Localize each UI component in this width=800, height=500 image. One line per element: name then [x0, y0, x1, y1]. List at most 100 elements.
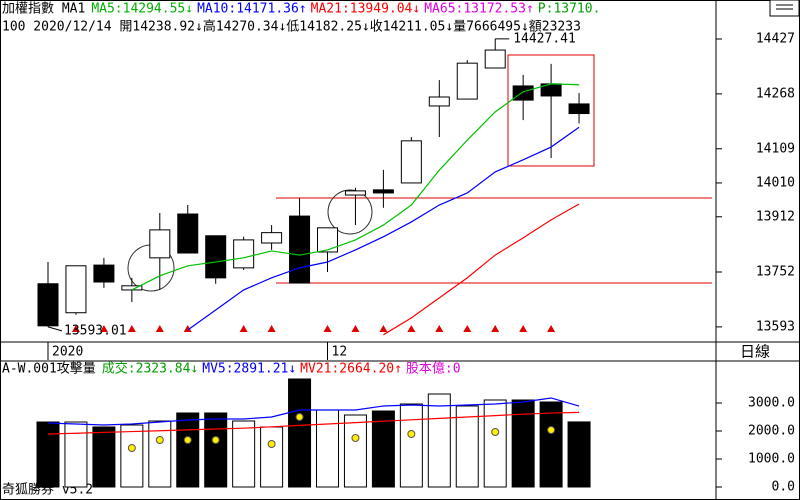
candle-body: [37, 283, 59, 327]
signal-dot: [183, 435, 192, 444]
header-item: MV5:2891.21↓: [202, 362, 296, 377]
axis-mask: [717, 17, 799, 31]
signal-marker: [183, 325, 192, 332]
header-item: MA10:14171.36↑: [197, 2, 307, 17]
y-tick-label: 14268: [756, 86, 795, 101]
drawn-circle: [327, 189, 373, 235]
x-tick-label: 2020: [52, 345, 83, 360]
y-tick-label: 14109: [756, 141, 795, 156]
candle-body: [233, 239, 255, 269]
candle-body: [512, 85, 534, 101]
volume-bar: [232, 420, 256, 488]
candle-body: [568, 103, 590, 115]
volume-bar: [260, 426, 284, 488]
menu-button[interactable]: [769, 0, 800, 17]
volume-bar: [64, 421, 88, 488]
header-item: MA5:14294.55↓: [91, 2, 193, 17]
signal-dot: [407, 429, 416, 438]
candle-body: [177, 213, 199, 254]
signal-marker: [519, 325, 528, 332]
signal-marker: [407, 325, 416, 332]
signal-marker: [127, 325, 136, 332]
ma-line: [187, 126, 580, 331]
volume-bar: [176, 412, 200, 488]
volume-bar: [120, 424, 144, 488]
signal-marker: [155, 325, 164, 332]
candle-body: [456, 62, 478, 100]
y-tick-label: 3000.0: [748, 395, 795, 410]
panel-title: A-W.001攻擊量: [2, 361, 96, 377]
y-tick-label: 13752: [756, 265, 795, 280]
candle-body: [317, 227, 338, 253]
y-tick-label: 13593: [756, 319, 795, 334]
header-item: MA21:13949.04↓: [311, 2, 421, 17]
signal-dot: [547, 425, 556, 434]
x-tick-label: 12: [332, 345, 348, 360]
signal-marker: [435, 325, 444, 332]
signal-marker: [323, 325, 332, 332]
candle-body: [261, 232, 283, 244]
candle-body: [289, 215, 311, 284]
candle-body: [93, 264, 115, 283]
header-item: 股本億:0: [406, 361, 461, 377]
signal-dot: [491, 428, 500, 437]
header-item: P:13710.: [538, 2, 601, 17]
volume-bar: [148, 420, 172, 488]
low-annotation: 13593.01: [64, 323, 127, 338]
signal-marker: [379, 325, 388, 332]
y-tick-label: 2000.0: [748, 423, 795, 438]
candle-body: [428, 96, 450, 107]
candle-body: [65, 265, 87, 314]
high-annotation: 14427.41: [513, 31, 576, 46]
volume-bar: [399, 403, 423, 488]
panel-title: 加權指數 MA1: [2, 2, 85, 17]
ma-line: [131, 83, 580, 291]
ma-line: [47, 411, 580, 435]
candle-body: [344, 190, 366, 196]
candle-body: [400, 140, 422, 184]
signal-dot: [295, 412, 304, 421]
candle-body: [149, 229, 171, 259]
subtitle: 100 2020/12/14 開14238.92↓高14270.34↓低1418…: [2, 19, 581, 35]
y-tick-label: 13912: [756, 209, 795, 224]
ma-line: [383, 203, 580, 336]
y-tick-label: 14427: [756, 32, 795, 47]
signal-marker: [267, 325, 276, 332]
signal-dot: [155, 435, 164, 444]
y-tick-label: 14010: [756, 175, 795, 190]
candle-body: [372, 189, 394, 194]
ma-line: [47, 397, 580, 426]
volume-bar: [343, 414, 367, 488]
y-tick-label: 1000.0: [748, 451, 795, 466]
candle-body: [205, 235, 227, 279]
signal-marker: [239, 325, 248, 332]
volume-bar: [455, 405, 479, 488]
volume-bar: [427, 393, 451, 488]
signal-dot: [211, 435, 220, 444]
candle-body: [484, 49, 506, 69]
volume-bar: [567, 421, 591, 488]
signal-marker: [71, 325, 80, 332]
signal-marker: [463, 325, 472, 332]
volume-bar: [36, 421, 60, 488]
volume-bar: [92, 426, 116, 488]
y-tick-label: 0.0: [772, 480, 795, 495]
volume-bar: [288, 378, 312, 488]
signal-marker: [547, 325, 556, 332]
signal-dot: [127, 443, 136, 452]
period-label[interactable]: 日線: [740, 343, 770, 361]
signal-dot: [351, 433, 360, 442]
volume-bar: [539, 401, 563, 488]
volume-bar: [204, 412, 228, 488]
drawn-box: [507, 54, 595, 167]
volume-bar: [316, 409, 339, 488]
volume-bar: [371, 410, 395, 488]
leader: [47, 326, 63, 332]
signal-marker: [99, 325, 108, 332]
header-item: MV21:2664.20↑: [300, 362, 402, 377]
signal-dot: [267, 439, 276, 448]
volume-bar: [511, 399, 535, 488]
signal-marker: [351, 325, 360, 332]
header-item: MA65:13172.53↑: [424, 2, 534, 17]
